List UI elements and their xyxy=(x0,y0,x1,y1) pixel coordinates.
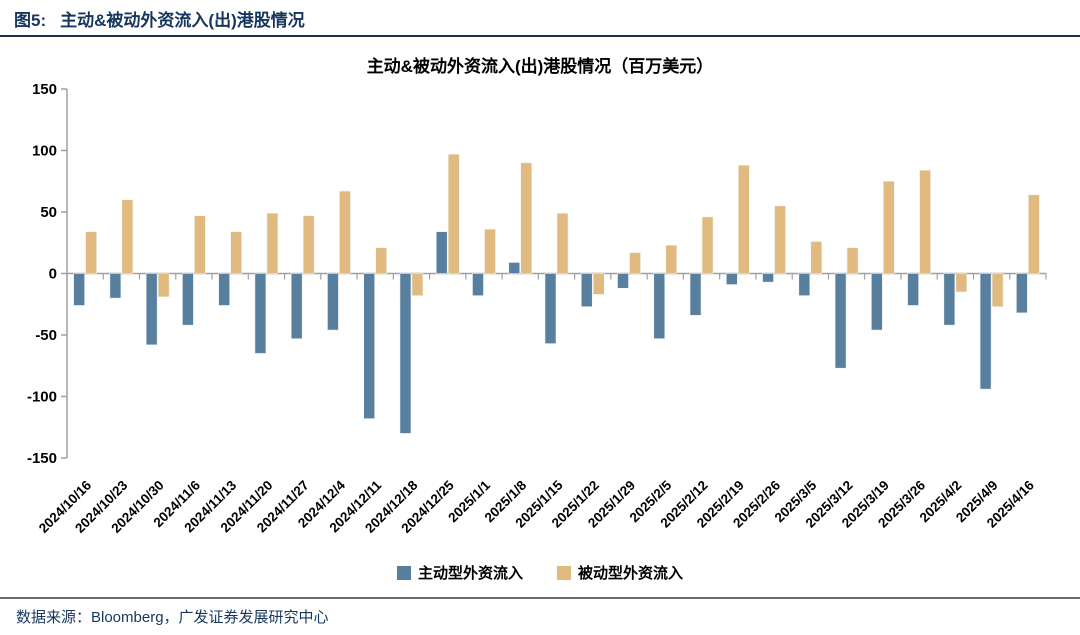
bar-active-2024/11/27 xyxy=(290,273,303,339)
bar-passive-2024/10/16 xyxy=(85,231,97,274)
bar-active-2025/4/2 xyxy=(943,273,956,326)
bar-passive-2024/10/30 xyxy=(157,273,170,298)
figure-title-bar: 图5: 主动&被动外资流入(出)港股情况 xyxy=(0,0,1080,35)
legend-item-active: 主动型外资流入 xyxy=(396,562,523,583)
bar-active-2025/1/8 xyxy=(508,262,521,274)
y-axis-tick-label: 150 xyxy=(32,81,57,98)
bar-passive-2025/3/19 xyxy=(883,180,895,274)
bar-passive-2024/11/6 xyxy=(194,215,206,274)
bar-active-2025/1/15 xyxy=(544,273,557,344)
bar-passive-2025/1/8 xyxy=(520,162,533,274)
bar-passive-2025/3/12 xyxy=(846,247,859,274)
bar-passive-2024/12/25 xyxy=(447,153,460,274)
bar-active-2024/12/18 xyxy=(399,273,412,434)
legend-swatch-passive-icon xyxy=(557,565,571,580)
legend-label-passive: 被动型外资流入 xyxy=(578,565,684,582)
bar-passive-2024/12/11 xyxy=(375,247,388,274)
bar-active-2024/11/20 xyxy=(254,273,267,354)
bar-passive-2025/4/16 xyxy=(1028,194,1040,274)
y-axis-tick-label: -50 xyxy=(35,327,57,344)
bar-active-2025/3/26 xyxy=(907,273,919,306)
bar-active-2025/2/26 xyxy=(762,273,774,283)
bar-active-2025/1/22 xyxy=(580,273,593,308)
bar-active-2024/10/30 xyxy=(145,273,158,346)
chart-legend: 主动型外资流入 被动型外资流入 xyxy=(0,562,1080,583)
bar-active-2025/2/12 xyxy=(689,273,702,316)
legend-item-passive: 被动型外资流入 xyxy=(557,562,683,583)
y-axis-tick-label: -150 xyxy=(27,450,57,467)
bar-active-2025/4/9 xyxy=(979,273,992,390)
bar-active-2024/10/23 xyxy=(109,273,122,299)
y-axis-tick-label: 100 xyxy=(32,143,57,160)
bar-active-2025/3/19 xyxy=(871,273,883,331)
bar-passive-2025/1/1 xyxy=(484,228,496,274)
bar-passive-2024/10/23 xyxy=(121,199,134,274)
bar-active-2025/4/16 xyxy=(1016,273,1028,314)
y-axis-tick-label: 50 xyxy=(40,204,57,221)
bar-active-2024/10/16 xyxy=(73,273,85,306)
bar-passive-2025/4/2 xyxy=(955,273,968,293)
bar-passive-2025/1/22 xyxy=(592,273,605,295)
bar-passive-2025/2/5 xyxy=(665,244,678,274)
bar-active-2025/1/1 xyxy=(472,273,484,296)
bar-passive-2024/12/18 xyxy=(411,273,424,296)
bar-chart: -150-100-500501001502024/10/162024/10/23… xyxy=(27,81,1047,536)
bar-passive-2025/1/29 xyxy=(629,252,641,274)
legend-label-active: 主动型外资流入 xyxy=(417,565,523,582)
bar-active-2024/11/13 xyxy=(218,273,230,306)
legend-swatch-active-icon xyxy=(396,565,411,580)
bar-passive-2025/2/19 xyxy=(737,164,750,274)
footer-divider xyxy=(0,597,1080,599)
bar-passive-2025/2/12 xyxy=(701,216,714,274)
y-axis-tick-label: -100 xyxy=(27,389,57,406)
bar-active-2025/3/12 xyxy=(834,273,847,369)
bar-active-2025/3/5 xyxy=(798,273,811,296)
figure-number-label: 图5: xyxy=(14,11,47,30)
chart-title: 主动&被动外资流入(出)港股情况（百万美元） xyxy=(366,57,714,76)
bar-passive-2025/3/26 xyxy=(919,169,931,274)
bar-active-2024/12/4 xyxy=(327,273,339,331)
bar-active-2025/1/29 xyxy=(617,273,629,289)
bar-passive-2025/4/9 xyxy=(991,273,1004,308)
figure-header: 图5: 主动&被动外资流入(出)港股情况 xyxy=(0,0,1080,37)
bar-passive-2025/2/26 xyxy=(774,205,786,274)
figure-title: 主动&被动外资流入(出)港股情况 xyxy=(60,11,305,30)
bar-active-2024/12/25 xyxy=(435,231,448,274)
y-axis-tick-label: 0 xyxy=(49,266,57,283)
bar-active-2024/12/11 xyxy=(363,273,376,419)
bar-active-2024/11/6 xyxy=(182,273,194,326)
bar-active-2025/2/5 xyxy=(653,273,666,339)
header-divider xyxy=(0,35,1080,37)
bar-passive-2025/3/5 xyxy=(810,241,823,274)
data-source-note: 数据来源：Bloomberg，广发证券发展研究中心 xyxy=(16,609,329,626)
bar-active-2025/2/19 xyxy=(725,273,738,285)
bar-passive-2024/11/27 xyxy=(302,215,315,274)
bar-passive-2024/11/13 xyxy=(230,231,242,274)
bar-passive-2024/12/4 xyxy=(339,190,351,274)
bar-passive-2024/11/20 xyxy=(266,212,279,274)
bar-passive-2025/1/15 xyxy=(556,212,569,274)
